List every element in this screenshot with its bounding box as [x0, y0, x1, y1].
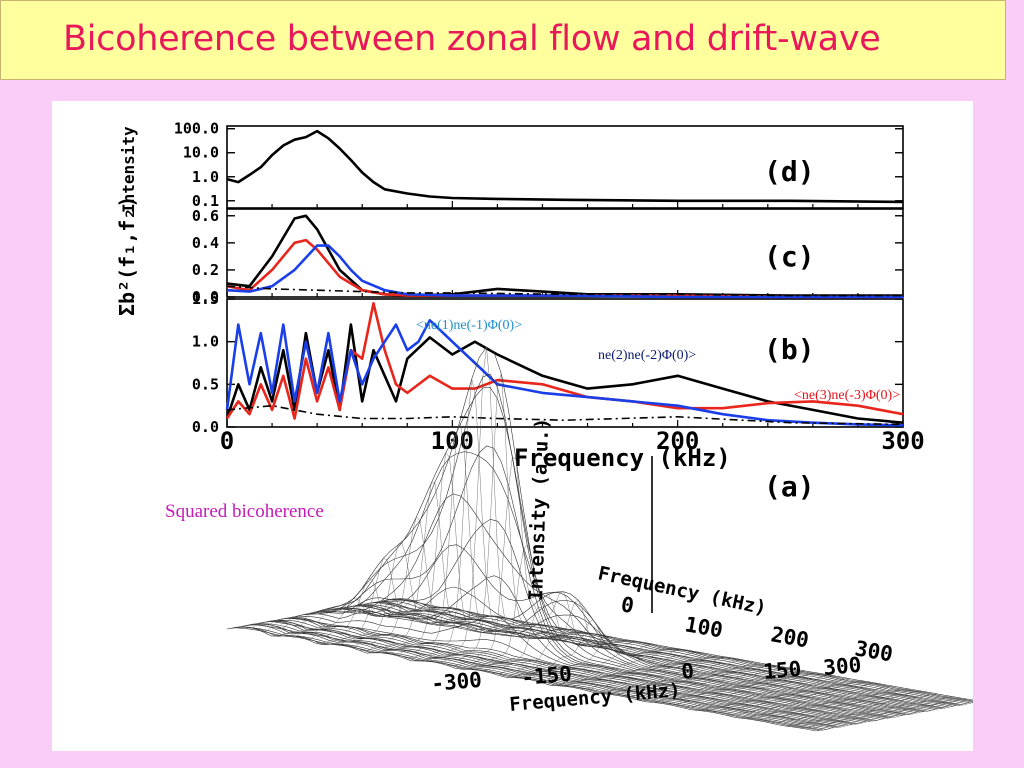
ytick-label-c-2: 0.2 [192, 261, 219, 279]
ytick-label-d-0: 100.0 [174, 120, 219, 138]
x-axis-label: Frequency (kHz) [514, 444, 731, 472]
surface-cross-12 [315, 542, 482, 644]
surface-cross-64 [698, 680, 864, 711]
slide-title: Bicoherence between zonal flow and drift… [63, 19, 881, 59]
panel-d-label: (d) [764, 155, 815, 188]
surface-cross-24 [403, 346, 570, 659]
annotation-ne1: <ne(1)ne(-1)Φ(0)> [416, 318, 522, 333]
title-bar: Bicoherence between zonal flow and drift… [0, 0, 1006, 80]
panel-d-frame [226, 125, 904, 209]
surface-cross-56 [639, 670, 805, 701]
surface-cross-42 [536, 652, 702, 682]
surface-cross-52 [609, 665, 776, 695]
surface-xtick-1: 100 [683, 612, 725, 642]
surface-cross-62 [683, 678, 850, 709]
surface-cross-78 [801, 698, 967, 729]
ytick-label-d-3: 0.1 [192, 192, 219, 210]
surface-cross-70 [742, 688, 909, 719]
surface-xtick-0: 0 [619, 592, 636, 618]
panel-c-label: (c) [764, 240, 815, 273]
surface-plot-a [226, 346, 982, 732]
surface-cross-48 [580, 660, 747, 690]
panel-c-frame [226, 208, 904, 298]
surface-cross-60 [668, 675, 835, 705]
figure-panel: 100.0 10.0 1.0 0.1 0.6 0.4 0.2 0.0 1.5 1.0 0.5 0.0 0… [52, 101, 982, 751]
surface-cross-0 [226, 598, 393, 630]
series-c-2-blue [226, 244, 903, 299]
ytick-label-b-2: 0.5 [192, 375, 219, 393]
ytick-label-b-1: 1.0 [192, 333, 219, 351]
series-b-0-black [225, 323, 904, 424]
surface-cross-46 [565, 657, 732, 687]
xtick-label-3: 300 [881, 427, 924, 455]
ytick-label-c-0: 0.6 [192, 207, 219, 225]
ytick-label-d-1: 10.0 [183, 144, 219, 162]
surface-cross-80 [815, 701, 982, 732]
surface-cross-76 [786, 696, 953, 727]
surface-cross-28 [433, 456, 599, 664]
surface-cross-32 [462, 591, 629, 670]
surface-cross-10 [300, 557, 467, 640]
ytick-label-c-1: 0.4 [192, 234, 219, 252]
surface-ytick-4: 300 [822, 653, 862, 680]
panel-b-frame [226, 298, 904, 428]
surface-cross-6 [271, 598, 437, 637]
surface-cross-18 [359, 451, 526, 651]
surface-cross-34 [477, 599, 643, 671]
series-b-2-blue [225, 319, 904, 427]
surface-cross-26 [418, 373, 585, 662]
surface-cross-50 [595, 663, 761, 694]
ytick-label-b-3: 0.0 [192, 418, 219, 436]
surface-cross-54 [624, 667, 791, 697]
panel-a-label: (a) [764, 470, 815, 503]
surface-cross-38 [506, 639, 673, 678]
surface-cross-74 [771, 693, 938, 724]
surface-cross-22 [389, 378, 555, 656]
y-axis-label-intensity: Intensity [119, 126, 138, 213]
surface-line-22 [306, 373, 896, 718]
surface-line-24 [313, 386, 903, 716]
surface-cross-4 [256, 600, 423, 632]
surface-ytick-3: 150 [762, 657, 802, 684]
squared-bicoherence-label: Squared bicoherence [165, 501, 324, 522]
surface-cross-20 [374, 422, 540, 654]
surface-y-ticks: -300 -150 0 150 300 [430, 653, 862, 696]
ytick-label-b-0: 1.5 [192, 290, 219, 308]
surface-cross-14 [330, 516, 496, 646]
y-axis-label-common: Σb²(f₁,f₂) [115, 196, 139, 316]
surface-cross-30 [447, 543, 614, 666]
surface-ytick-2: 0 [680, 659, 695, 684]
surface-cross-44 [550, 655, 717, 686]
axes-layer: 100.010.01.00.10.60.40.20.01.51.00.50.0 0… [174, 120, 925, 455]
series-d-0-black [226, 129, 904, 204]
surface-cross-58 [653, 673, 820, 703]
panel-b-label: (b) [764, 333, 815, 366]
series-b-3-black-dash [226, 404, 904, 426]
surface-cross-36 [492, 619, 658, 674]
surface-cross-8 [285, 578, 452, 638]
annotation-ne3: <ne(3)ne(-3)Φ(0)> [794, 388, 900, 403]
surface-cross-72 [757, 691, 923, 721]
ytick-label-c-3: 0.0 [192, 288, 219, 306]
ytick-label-d-2: 1.0 [192, 168, 219, 186]
surface-cross-68 [727, 686, 894, 716]
annotation-ne2: ne(2)ne(-2)Φ(0)> [598, 348, 696, 363]
surface-ytick-0: -300 [430, 668, 482, 696]
xtick-label-2: 200 [656, 427, 699, 455]
xtick-label-0: 0 [220, 427, 234, 455]
series-c-3-black-dash [226, 285, 903, 297]
surface-cross-66 [712, 683, 879, 713]
surface-cross-40 [521, 649, 688, 679]
surface-xtick-2: 200 [769, 622, 811, 652]
surface-ytick-1: -150 [520, 662, 572, 690]
series-layer [225, 129, 904, 427]
figure-svg: 100.010.01.00.10.60.40.20.01.51.00.50.0 0… [115, 120, 982, 732]
